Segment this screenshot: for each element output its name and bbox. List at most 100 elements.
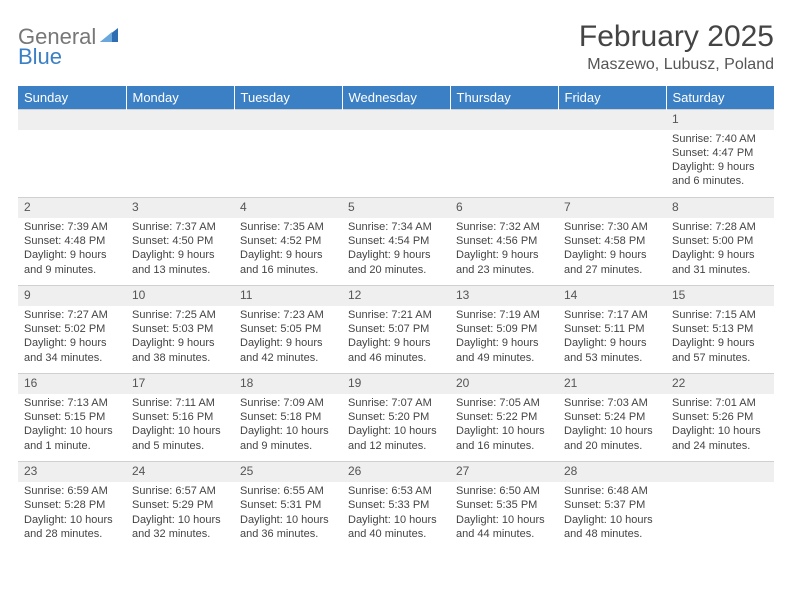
- daylight-line1: Daylight: 9 hours: [348, 336, 444, 350]
- daylight-line2: and 32 minutes.: [132, 527, 228, 541]
- day-number: [342, 110, 450, 130]
- day-number: [666, 462, 774, 482]
- col-header: Tuesday: [234, 86, 342, 110]
- daynum-row: 16171819202122: [18, 374, 774, 394]
- logo-text-blue: Blue: [18, 44, 62, 69]
- day-cell: Sunrise: 7:03 AMSunset: 5:24 PMDaylight:…: [558, 394, 666, 462]
- day-number: 24: [126, 462, 234, 482]
- sunset: Sunset: 5:16 PM: [132, 410, 228, 424]
- daylight-line1: Daylight: 9 hours: [348, 248, 444, 262]
- day-number: 7: [558, 198, 666, 218]
- sunset: Sunset: 5:02 PM: [24, 322, 120, 336]
- sunset: Sunset: 5:20 PM: [348, 410, 444, 424]
- day-cell: Sunrise: 7:30 AMSunset: 4:58 PMDaylight:…: [558, 218, 666, 286]
- sunrise: Sunrise: 7:40 AM: [672, 132, 768, 146]
- daylight-line1: Daylight: 10 hours: [24, 513, 120, 527]
- day-number: 25: [234, 462, 342, 482]
- day-number: 6: [450, 198, 558, 218]
- day-cell: Sunrise: 7:27 AMSunset: 5:02 PMDaylight:…: [18, 306, 126, 374]
- day-number: 17: [126, 374, 234, 394]
- day-number: 3: [126, 198, 234, 218]
- day-number: 21: [558, 374, 666, 394]
- day-cell: Sunrise: 7:21 AMSunset: 5:07 PMDaylight:…: [342, 306, 450, 374]
- sunset: Sunset: 5:29 PM: [132, 498, 228, 512]
- day-cell: Sunrise: 7:17 AMSunset: 5:11 PMDaylight:…: [558, 306, 666, 374]
- sunset: Sunset: 4:58 PM: [564, 234, 660, 248]
- day-number: [558, 110, 666, 130]
- sunset: Sunset: 5:11 PM: [564, 322, 660, 336]
- sunrise: Sunrise: 6:55 AM: [240, 484, 336, 498]
- daylight-line1: Daylight: 9 hours: [132, 248, 228, 262]
- daylight-line1: Daylight: 10 hours: [240, 513, 336, 527]
- daylight-line2: and 16 minutes.: [456, 439, 552, 453]
- sunset: Sunset: 5:05 PM: [240, 322, 336, 336]
- daylight-line2: and 49 minutes.: [456, 351, 552, 365]
- daylight-line2: and 24 minutes.: [672, 439, 768, 453]
- day-cell: [450, 130, 558, 198]
- daylight-line2: and 12 minutes.: [348, 439, 444, 453]
- col-header: Saturday: [666, 86, 774, 110]
- day-cell: Sunrise: 7:05 AMSunset: 5:22 PMDaylight:…: [450, 394, 558, 462]
- sunrise: Sunrise: 7:23 AM: [240, 308, 336, 322]
- sunrise: Sunrise: 7:07 AM: [348, 396, 444, 410]
- page-header: General February 2025 Maszewo, Lubusz, P…: [18, 20, 774, 76]
- sunrise: Sunrise: 7:25 AM: [132, 308, 228, 322]
- sunset: Sunset: 5:24 PM: [564, 410, 660, 424]
- daylight-line1: Daylight: 10 hours: [132, 513, 228, 527]
- day-cell: Sunrise: 7:25 AMSunset: 5:03 PMDaylight:…: [126, 306, 234, 374]
- sunrise: Sunrise: 7:15 AM: [672, 308, 768, 322]
- daylight-line1: Daylight: 9 hours: [24, 248, 120, 262]
- calendar-table: Sunday Monday Tuesday Wednesday Thursday…: [18, 86, 774, 550]
- daylight-line2: and 9 minutes.: [24, 263, 120, 277]
- sunrise: Sunrise: 7:34 AM: [348, 220, 444, 234]
- daylight-line1: Daylight: 9 hours: [24, 336, 120, 350]
- day-number: 12: [342, 286, 450, 306]
- col-header: Monday: [126, 86, 234, 110]
- day-cell: Sunrise: 7:35 AMSunset: 4:52 PMDaylight:…: [234, 218, 342, 286]
- sunrise: Sunrise: 6:59 AM: [24, 484, 120, 498]
- sunrise: Sunrise: 6:53 AM: [348, 484, 444, 498]
- daylight-line2: and 46 minutes.: [348, 351, 444, 365]
- title-block: February 2025 Maszewo, Lubusz, Poland: [579, 20, 774, 76]
- day-number: 10: [126, 286, 234, 306]
- day-number: 5: [342, 198, 450, 218]
- sunset: Sunset: 5:37 PM: [564, 498, 660, 512]
- daylight-line1: Daylight: 9 hours: [456, 336, 552, 350]
- sunrise: Sunrise: 6:57 AM: [132, 484, 228, 498]
- sunrise: Sunrise: 6:50 AM: [456, 484, 552, 498]
- sunset: Sunset: 5:35 PM: [456, 498, 552, 512]
- day-cell: [342, 130, 450, 198]
- daylight-line1: Daylight: 9 hours: [672, 160, 768, 174]
- day-number: [18, 110, 126, 130]
- day-cell: Sunrise: 7:28 AMSunset: 5:00 PMDaylight:…: [666, 218, 774, 286]
- col-header: Friday: [558, 86, 666, 110]
- day-cell: Sunrise: 6:50 AMSunset: 5:35 PMDaylight:…: [450, 482, 558, 550]
- daylight-line1: Daylight: 9 hours: [564, 336, 660, 350]
- daylight-line1: Daylight: 10 hours: [240, 424, 336, 438]
- day-cell: [126, 130, 234, 198]
- daylight-line2: and 5 minutes.: [132, 439, 228, 453]
- data-row: Sunrise: 7:27 AMSunset: 5:02 PMDaylight:…: [18, 306, 774, 374]
- day-cell: Sunrise: 7:01 AMSunset: 5:26 PMDaylight:…: [666, 394, 774, 462]
- day-cell: Sunrise: 7:09 AMSunset: 5:18 PMDaylight:…: [234, 394, 342, 462]
- day-number: [450, 110, 558, 130]
- day-cell: Sunrise: 7:34 AMSunset: 4:54 PMDaylight:…: [342, 218, 450, 286]
- sunset: Sunset: 4:52 PM: [240, 234, 336, 248]
- day-number: 26: [342, 462, 450, 482]
- day-number: 16: [18, 374, 126, 394]
- sunrise: Sunrise: 7:05 AM: [456, 396, 552, 410]
- data-row: Sunrise: 7:39 AMSunset: 4:48 PMDaylight:…: [18, 218, 774, 286]
- sunrise: Sunrise: 7:27 AM: [24, 308, 120, 322]
- day-number: 23: [18, 462, 126, 482]
- day-cell: Sunrise: 7:19 AMSunset: 5:09 PMDaylight:…: [450, 306, 558, 374]
- daylight-line1: Daylight: 9 hours: [564, 248, 660, 262]
- day-cell: Sunrise: 7:11 AMSunset: 5:16 PMDaylight:…: [126, 394, 234, 462]
- daylight-line1: Daylight: 10 hours: [456, 513, 552, 527]
- daylight-line2: and 28 minutes.: [24, 527, 120, 541]
- daynum-row: 2345678: [18, 198, 774, 218]
- daylight-line1: Daylight: 10 hours: [132, 424, 228, 438]
- sunset: Sunset: 5:28 PM: [24, 498, 120, 512]
- daylight-line1: Daylight: 10 hours: [564, 424, 660, 438]
- day-cell: [234, 130, 342, 198]
- daylight-line1: Daylight: 10 hours: [348, 513, 444, 527]
